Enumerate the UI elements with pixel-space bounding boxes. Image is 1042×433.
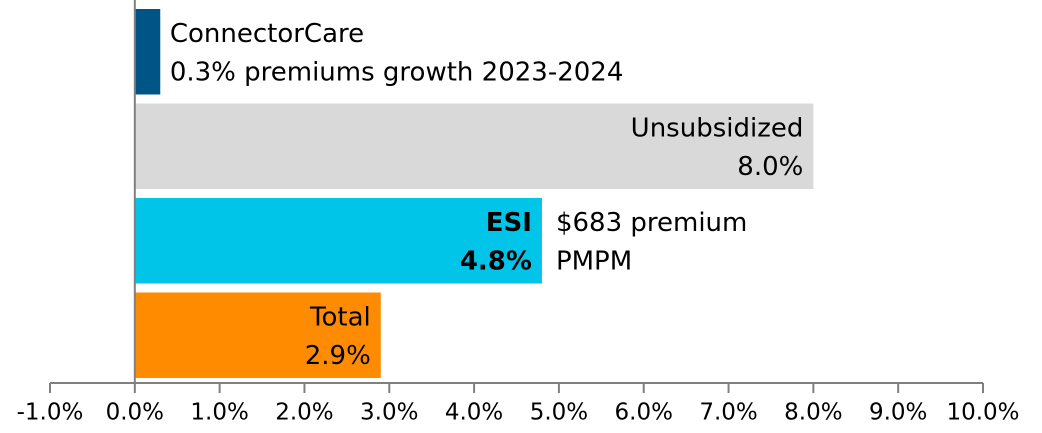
bar [134,198,542,284]
bar [134,103,814,189]
bar [134,9,161,95]
category-label: Unsubsidized [631,114,804,144]
bar [134,292,381,378]
x-tick-label: 9.0% [869,400,927,426]
x-tick-label: 4.0% [445,400,503,426]
category-label: ESI [486,208,532,238]
value-label: 0.3% premiums growth 2023-2024 [170,58,624,88]
x-tick-label: 8.0% [784,400,842,426]
x-tick-label: 7.0% [699,400,757,426]
x-tick-label: 5.0% [530,400,588,426]
x-tick-label: 6.0% [615,400,673,426]
value-label: 8.0% [737,152,803,182]
annotation: PMPM [556,247,632,277]
x-tick-label: -1.0% [17,400,84,426]
category-label: ConnectorCare [170,19,364,49]
value-label: 4.8% [460,247,532,277]
x-tick-label: 10.0% [946,400,1019,426]
x-tick-label: 2.0% [275,400,333,426]
x-tick-label: 1.0% [190,400,248,426]
annotation: $683 premium [556,208,747,238]
x-tick-label: 0.0% [106,400,164,426]
category-label: Total [309,303,371,333]
x-tick-label: 3.0% [360,400,418,426]
value-label: 2.9% [305,341,371,371]
